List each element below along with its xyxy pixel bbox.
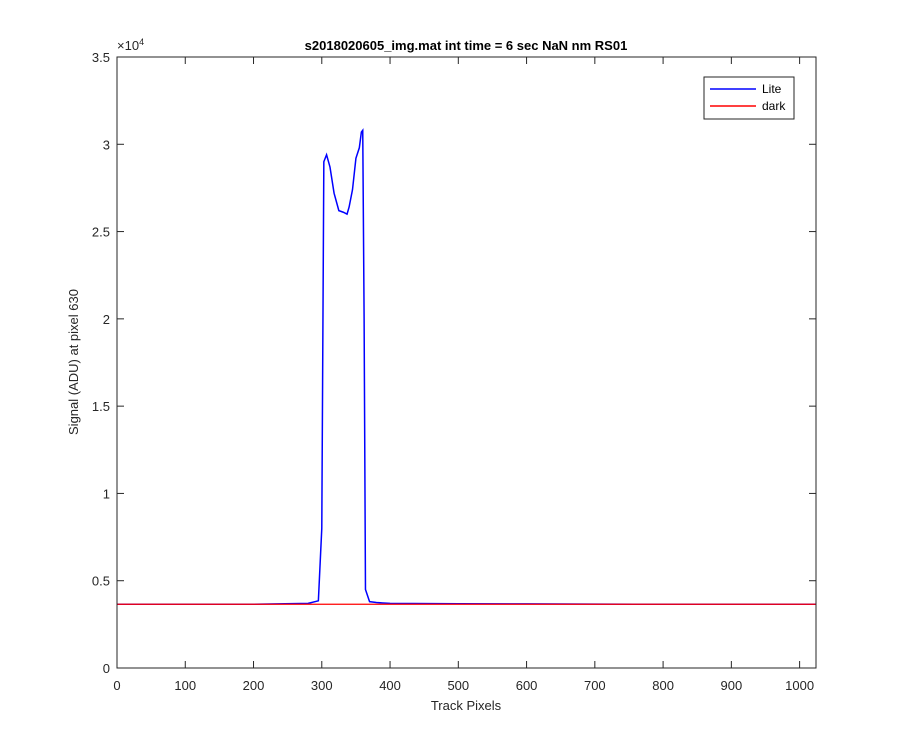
- x-tick-label: 0: [113, 678, 120, 693]
- series-layer: [117, 128, 816, 606]
- y-axis-label: Signal (ADU) at pixel 630: [66, 289, 81, 435]
- y-tick-label: 1: [103, 486, 110, 501]
- x-tick-label: 100: [174, 678, 196, 693]
- plot-area: [117, 57, 816, 668]
- legend-label-dark: dark: [762, 99, 786, 113]
- x-tick-label: 900: [721, 678, 743, 693]
- x-tick-label: 300: [311, 678, 333, 693]
- x-tick-label: 700: [584, 678, 606, 693]
- chart-title: s2018020605_img.mat int time = 6 sec NaN…: [305, 38, 628, 53]
- y-tick-label: 2: [103, 312, 110, 327]
- legend-box: [703, 76, 795, 120]
- y-axis-exponent: ×104: [117, 37, 144, 53]
- legend: Lite dark: [703, 76, 795, 120]
- x-tick-label: 400: [379, 678, 401, 693]
- x-axis: 0 100 200 300 400 500 600 700 800 900 1000: [113, 57, 814, 693]
- y-tick-label: 3: [103, 137, 110, 152]
- y-tick-label: 1.5: [92, 399, 110, 414]
- x-tick-label: 600: [516, 678, 538, 693]
- x-tick-label: 800: [652, 678, 674, 693]
- y-tick-label: 0.5: [92, 574, 110, 589]
- x-tick-label: 1000: [785, 678, 814, 693]
- y-tick-label: 2.5: [92, 225, 110, 240]
- legend-label-lite: Lite: [762, 82, 782, 96]
- y-axis: 0 0.5 1 1.5 2 2.5 3 3.5: [92, 50, 816, 676]
- y-tick-label: 0: [103, 661, 110, 676]
- x-tick-label: 500: [447, 678, 469, 693]
- y-tick-label: 3.5: [92, 50, 110, 65]
- x-tick-label: 200: [243, 678, 265, 693]
- plot-frame: [116, 56, 817, 669]
- x-axis-label: Track Pixels: [431, 698, 502, 713]
